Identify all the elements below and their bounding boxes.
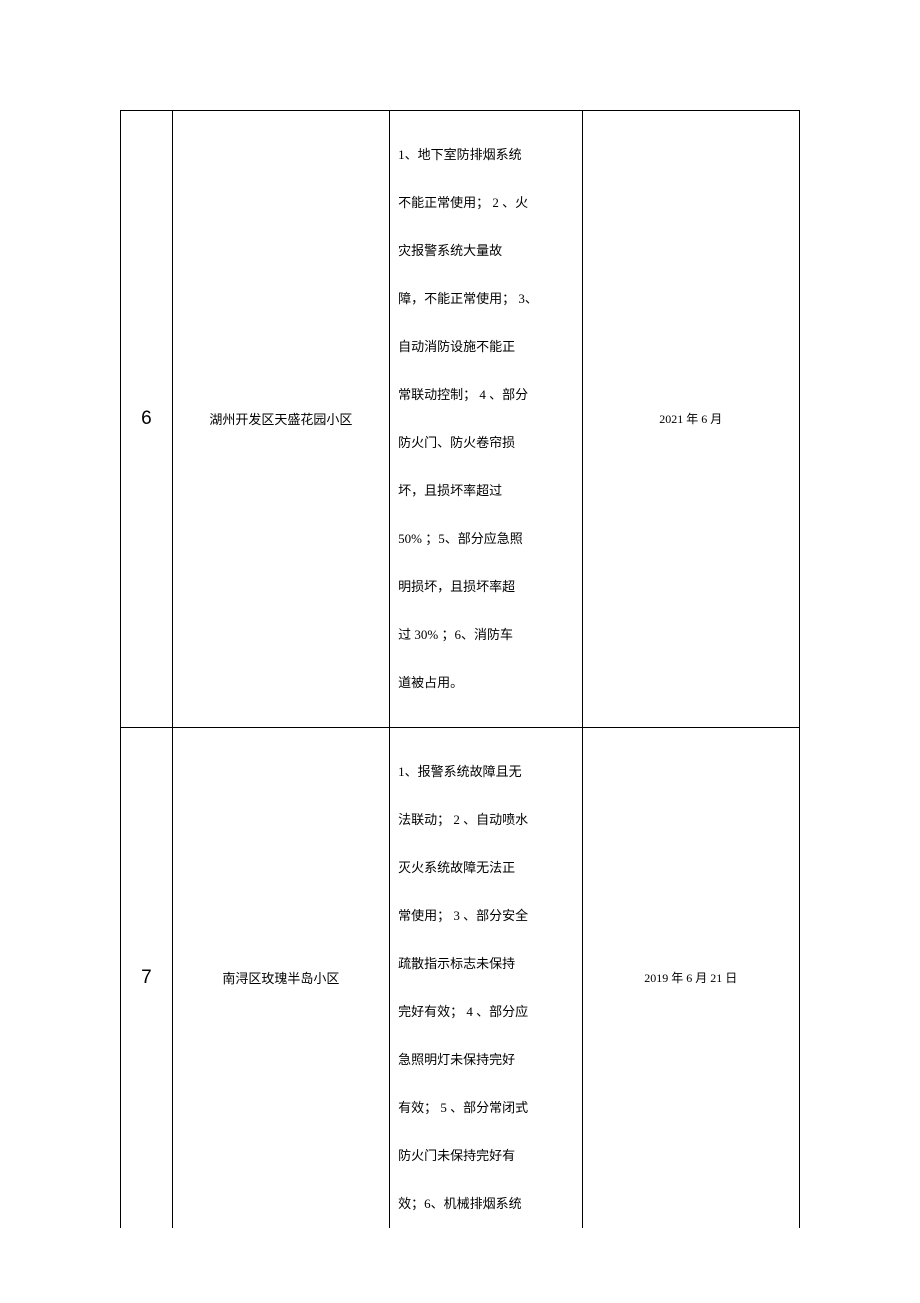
table-row: 7 南浔区玫瑰半岛小区 1、报警系统故障且无 法联动； 2 、自动喷水 灭火系统… — [121, 728, 800, 1229]
issue-line: 道被占用。 — [398, 659, 574, 707]
issue-line: 防火门未保持完好有 — [398, 1132, 574, 1180]
row-name: 湖州开发区天盛花园小区 — [209, 412, 352, 427]
issue-line: 疏散指示标志未保持 — [398, 940, 574, 988]
issue-line: 灾报警系统大量故 — [398, 227, 574, 275]
row-name-cell: 湖州开发区天盛花园小区 — [172, 111, 389, 728]
row-number-cell: 7 — [121, 728, 173, 1229]
issue-line: 防火门、防火卷帘损 — [398, 419, 574, 467]
row-issues-cell: 1、报警系统故障且无 法联动； 2 、自动喷水 灭火系统故障无法正 常使用； 3… — [390, 728, 583, 1229]
row-date: 2019 年 6 月 21 日 — [644, 971, 737, 985]
row-date: 2021 年 6 月 — [659, 412, 722, 426]
issue-line: 50% ；5、部分应急照 — [398, 515, 574, 563]
row-number: 6 — [141, 408, 152, 429]
issue-text: 1、地下室防排烟系统 不能正常使用； 2 、火 灾报警系统大量故 障，不能正常使… — [390, 111, 582, 727]
issue-line: 急照明灯未保持完好 — [398, 1036, 574, 1084]
issue-line: 明损坏，且损坏率超 — [398, 563, 574, 611]
issue-line: 不能正常使用； 2 、火 — [398, 179, 574, 227]
row-number-cell: 6 — [121, 111, 173, 728]
issue-line: 坏，且损坏率超过 — [398, 467, 574, 515]
row-date-cell: 2019 年 6 月 21 日 — [582, 728, 799, 1229]
issue-line: 常使用； 3 、部分安全 — [398, 892, 574, 940]
issue-line: 1、报警系统故障且无 — [398, 748, 574, 796]
issue-line: 灭火系统故障无法正 — [398, 844, 574, 892]
issue-line: 过 30% ；6、消防车 — [398, 611, 574, 659]
issue-line: 有效； 5 、部分常闭式 — [398, 1084, 574, 1132]
data-table: 6 湖州开发区天盛花园小区 1、地下室防排烟系统 不能正常使用； 2 、火 灾报… — [120, 110, 800, 1228]
issue-text: 1、报警系统故障且无 法联动； 2 、自动喷水 灭火系统故障无法正 常使用； 3… — [390, 728, 582, 1228]
issue-line: 自动消防设施不能正 — [398, 323, 574, 371]
document-page: 6 湖州开发区天盛花园小区 1、地下室防排烟系统 不能正常使用； 2 、火 灾报… — [0, 0, 920, 1288]
row-number: 7 — [141, 967, 152, 988]
row-name-cell: 南浔区玫瑰半岛小区 — [172, 728, 389, 1229]
issue-line: 1、地下室防排烟系统 — [398, 131, 574, 179]
issue-line: 效；6、机械排烟系统 — [398, 1180, 574, 1228]
table-row: 6 湖州开发区天盛花园小区 1、地下室防排烟系统 不能正常使用； 2 、火 灾报… — [121, 111, 800, 728]
issue-line: 完好有效； 4 、部分应 — [398, 988, 574, 1036]
issue-line: 法联动； 2 、自动喷水 — [398, 796, 574, 844]
issue-line: 常联动控制； 4 、部分 — [398, 371, 574, 419]
row-date-cell: 2021 年 6 月 — [582, 111, 799, 728]
row-issues-cell: 1、地下室防排烟系统 不能正常使用； 2 、火 灾报警系统大量故 障，不能正常使… — [390, 111, 583, 728]
issue-line: 障，不能正常使用； 3、 — [398, 275, 574, 323]
row-name: 南浔区玫瑰半岛小区 — [222, 971, 339, 986]
